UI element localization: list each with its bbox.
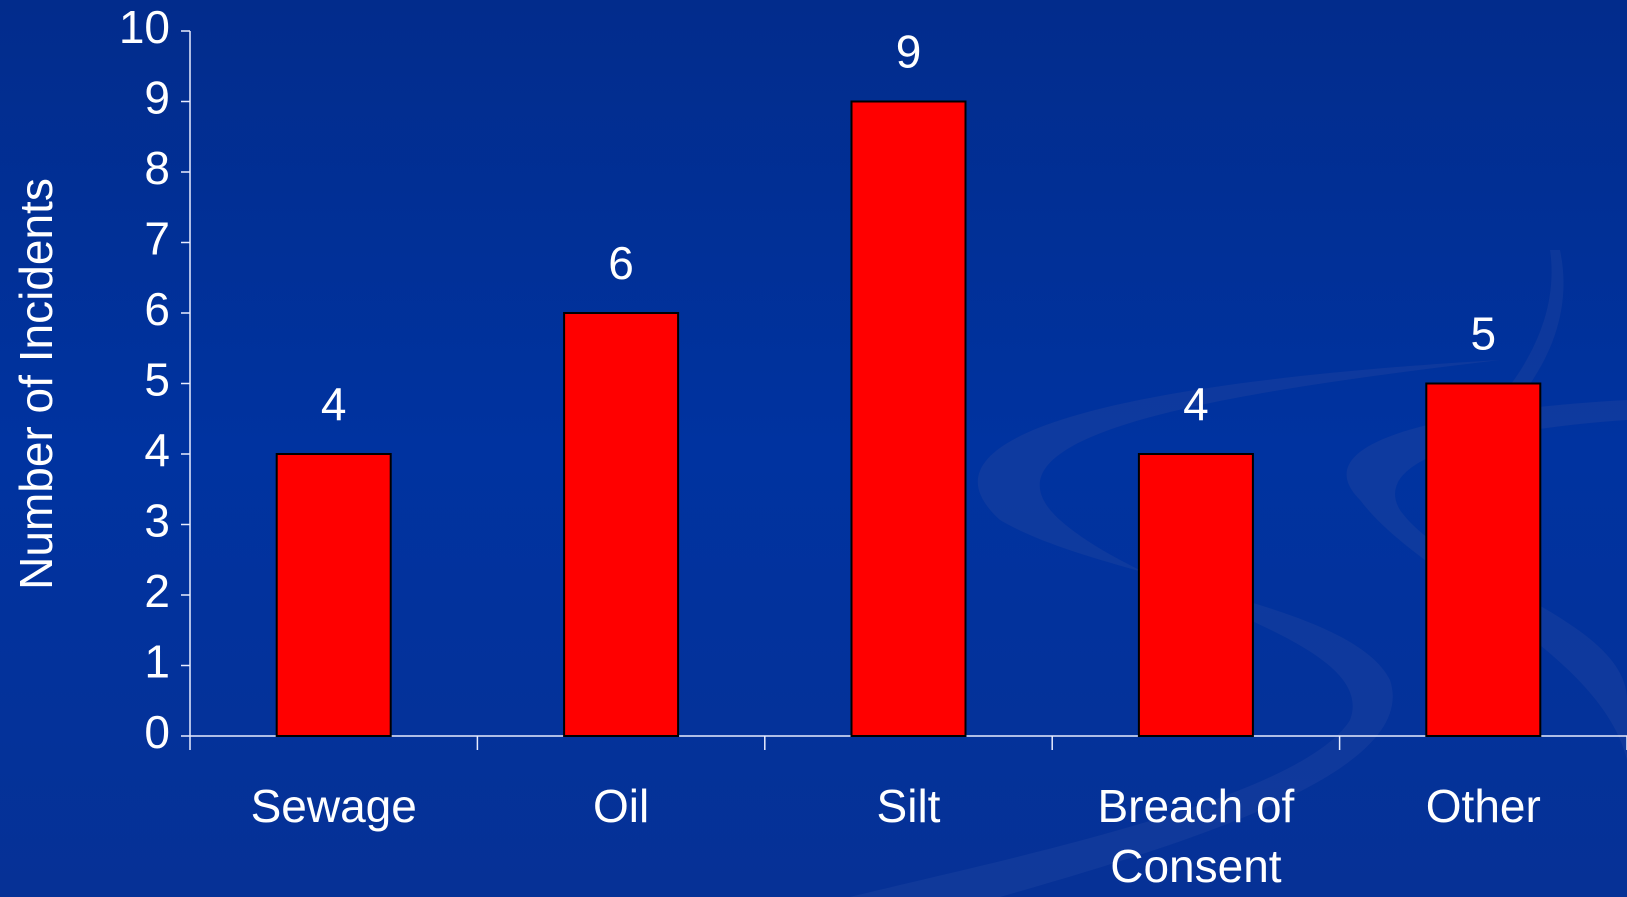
bar: [1137, 453, 1254, 737]
y-tick-label: 9: [144, 72, 170, 124]
y-tick-label: 8: [144, 142, 170, 194]
data-label: 4: [1183, 378, 1209, 430]
y-tick-label: 7: [144, 213, 170, 265]
bar: [850, 100, 967, 737]
y-tick-label: 1: [144, 636, 170, 688]
y-tick-label: 5: [144, 354, 170, 406]
data-label: 9: [896, 26, 922, 78]
y-tick-label: 6: [144, 283, 170, 335]
y-tick-label: 3: [144, 495, 170, 547]
data-label: 5: [1471, 308, 1497, 360]
decoration: [850, 360, 1500, 897]
data-label: 4: [321, 378, 347, 430]
bar: [563, 312, 680, 737]
x-tick-label: Sewage: [251, 780, 417, 832]
data-label: 6: [608, 237, 634, 289]
x-tick-label: Silt: [877, 780, 941, 832]
x-tick-label: Oil: [593, 780, 649, 832]
bar: [1425, 382, 1542, 737]
y-tick-label: 4: [144, 424, 170, 476]
y-axis-title: Number of Incidents: [10, 178, 62, 590]
x-tick-label: Other: [1426, 780, 1541, 832]
y-tick-label: 0: [144, 706, 170, 758]
y-tick-label: 10: [119, 1, 170, 53]
y-tick-label: 2: [144, 565, 170, 617]
x-tick-label: Breach of Consent: [1097, 780, 1294, 892]
bar: [275, 453, 392, 737]
